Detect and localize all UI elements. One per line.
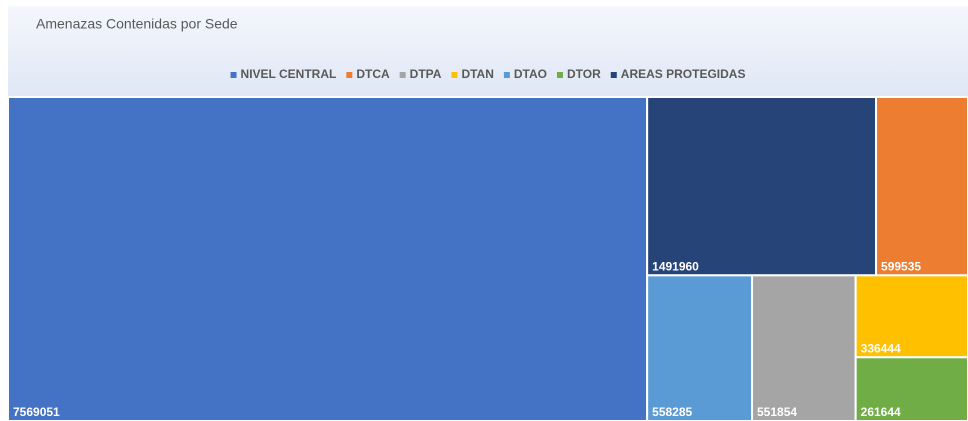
legend-label: NIVEL CENTRAL <box>241 67 337 81</box>
legend-marker <box>610 72 617 78</box>
tile <box>7 96 649 421</box>
legend-label: AREAS PROTEGIDAS <box>621 67 746 81</box>
tile <box>646 274 754 421</box>
legend-marker <box>556 72 563 78</box>
legend-marker <box>230 72 237 78</box>
legend-marker <box>451 72 458 78</box>
tile <box>854 274 968 359</box>
tile <box>875 96 968 277</box>
legend-marker <box>503 72 510 78</box>
legend-marker <box>346 72 353 78</box>
legend-marker <box>399 72 406 78</box>
value-label: 261644 <box>861 405 901 419</box>
legend-label: DTOR <box>567 67 601 81</box>
value-label: 551854 <box>757 405 797 419</box>
legend-label: DTPA <box>410 67 442 81</box>
tile <box>854 356 968 421</box>
legend: NIVEL CENTRAL DTCA DTPA DTAN DTAO DTOR AREAS P… <box>230 67 746 81</box>
value-label: 1491960 <box>652 259 699 273</box>
value-label: 336444 <box>861 341 901 355</box>
tile <box>751 274 857 421</box>
value-label: 7569051 <box>13 405 60 419</box>
legend-label: DTAN <box>461 67 493 81</box>
tiles: 7569051 1491960 599535 558285 551854 336444 26… <box>7 96 968 421</box>
legend-label: DTAO <box>514 67 547 81</box>
legend-label: DTCA <box>356 67 390 81</box>
value-label: 599535 <box>881 259 921 273</box>
value-label: 558285 <box>652 405 692 419</box>
chart-title: Amenazas Contenidas por Sede <box>36 16 238 32</box>
header-background <box>8 6 968 97</box>
tile <box>646 96 878 277</box>
